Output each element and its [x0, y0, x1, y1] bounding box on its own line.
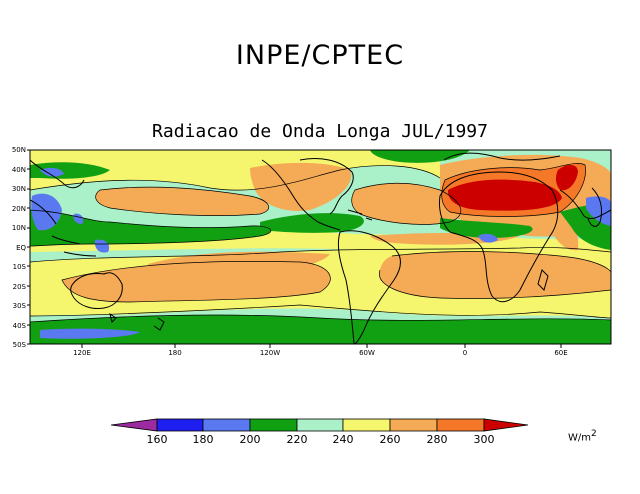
map-title: Radiacao de Onda Longa JUL/1997 — [152, 121, 488, 142]
colorbar-segment-220-240 — [296, 418, 344, 432]
colorbar-segment-280-300 — [436, 418, 485, 432]
lat-label: 30S — [12, 302, 26, 310]
olr-zone — [260, 213, 364, 233]
header-title: INPE/CPTEC — [235, 40, 405, 71]
olr-zone — [586, 196, 611, 226]
olr-zone — [440, 218, 533, 238]
olr-contours — [30, 163, 611, 323]
units-label: W/m2 — [568, 429, 597, 443]
coastline — [443, 152, 611, 219]
lon-label: 0 — [462, 349, 468, 357]
lat-label: EQ — [16, 244, 26, 252]
olr-zone — [148, 251, 330, 276]
lat-label: 10S — [12, 263, 26, 271]
lat-label: 50N — [11, 146, 26, 154]
coastline — [439, 171, 559, 303]
colorbar-label: 180 — [192, 433, 214, 446]
colorbar-segment-lt160 — [110, 418, 158, 432]
olr-zone — [478, 233, 498, 243]
lat-label: 20N — [11, 205, 26, 213]
lon-label: 120E — [73, 349, 91, 357]
lon-label: 120W — [259, 349, 281, 357]
colorbar-label: 260 — [379, 433, 401, 446]
colorbar-label: 300 — [473, 433, 495, 446]
olr-zone — [40, 167, 64, 177]
units-exponent: 2 — [591, 429, 597, 439]
colorbar — [110, 418, 529, 432]
olr-zone — [447, 179, 562, 211]
lat-label: 20S — [12, 283, 26, 291]
coastlines — [30, 152, 611, 344]
lon-label: 180 — [168, 349, 182, 357]
colorbar-label: 160 — [146, 433, 168, 446]
olr-zone — [95, 187, 269, 216]
coastline — [537, 269, 549, 291]
lat-label: 40S — [12, 322, 26, 330]
olr-zone — [379, 251, 611, 299]
colorbar-label: 200 — [239, 433, 261, 446]
coastline — [30, 199, 97, 257]
coastline — [337, 230, 401, 344]
colorbar-segment-240-260 — [342, 418, 391, 432]
olr-field — [30, 150, 611, 344]
colorbar-label: 280 — [426, 433, 448, 446]
lon-label: 60W — [359, 349, 375, 357]
colorbar-segment-260-280 — [389, 418, 438, 432]
lat-label: 40N — [11, 166, 26, 174]
colorbar-label: 220 — [286, 433, 308, 446]
olr-zone — [30, 210, 271, 246]
coastline — [153, 317, 165, 331]
colorbar-segment-200-220 — [249, 418, 298, 432]
lat-ticks — [27, 149, 30, 345]
coastline — [70, 272, 123, 309]
colorbar-segment-180-200 — [202, 418, 251, 432]
olr-zone — [94, 239, 110, 253]
coastline — [587, 187, 603, 227]
lat-label: 30N — [11, 185, 26, 193]
coastline — [30, 159, 85, 189]
lon-ticks — [81, 344, 562, 348]
olr-zone — [30, 315, 611, 344]
lat-label: 10N — [11, 224, 26, 232]
coastline — [109, 312, 117, 323]
colorbar-segment-160-180 — [156, 418, 204, 432]
lat-label: 50S — [12, 341, 26, 349]
lon-label: 60E — [554, 349, 568, 357]
olr-zone — [555, 164, 578, 191]
olr-zone — [40, 328, 140, 339]
colorbar-segment-gt300 — [483, 418, 529, 432]
coastline — [261, 158, 354, 231]
colorbar-label: 240 — [332, 433, 354, 446]
coastline — [347, 209, 373, 221]
units-text: W/m — [568, 432, 591, 444]
olr-zone — [250, 162, 352, 211]
olr-zone — [351, 183, 461, 225]
